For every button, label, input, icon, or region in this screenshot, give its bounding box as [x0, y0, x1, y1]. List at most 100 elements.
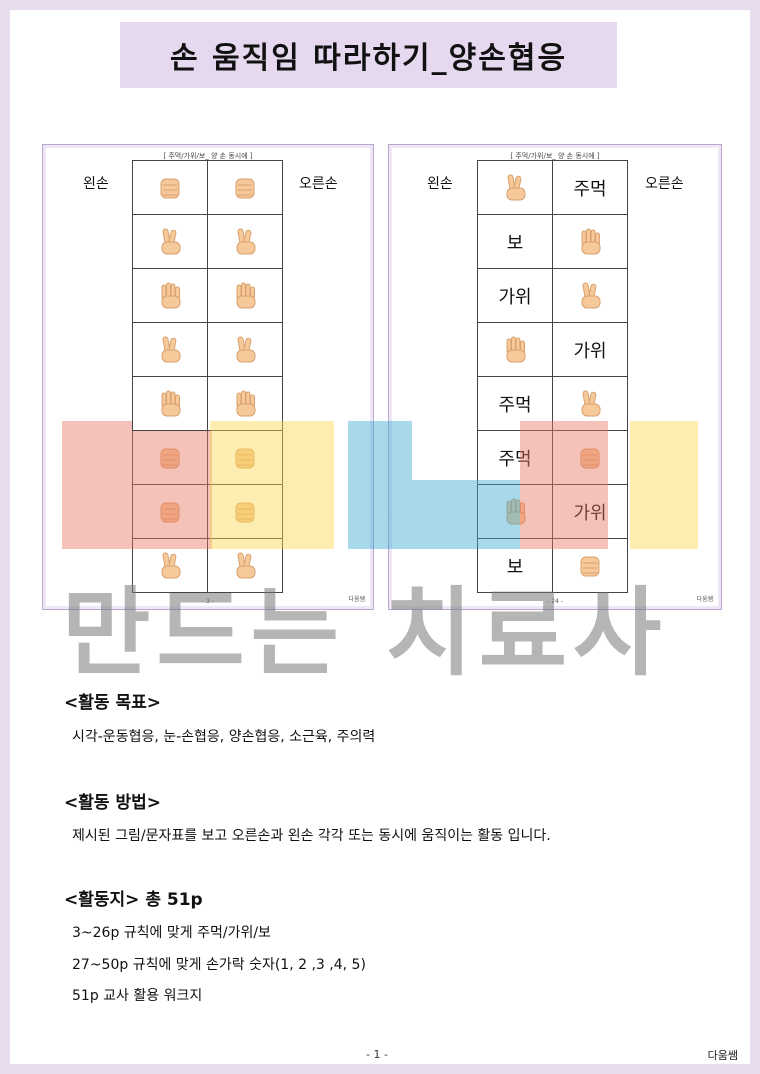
- grid-row: [132, 376, 283, 431]
- scissors-icon: [155, 227, 185, 254]
- fist-icon: [230, 501, 260, 522]
- grid-row: [132, 430, 283, 485]
- scissors-icon: [500, 173, 530, 200]
- fist-icon: [230, 177, 260, 198]
- fist-icon: [155, 447, 185, 468]
- grid-cell: 가위: [552, 322, 628, 377]
- grid-row: 주먹: [477, 160, 628, 215]
- grid-cell: 가위: [552, 484, 628, 539]
- paper-icon: [155, 390, 185, 416]
- grid-cell: [132, 268, 208, 323]
- grid-cell: [132, 322, 208, 377]
- paper-icon: [575, 228, 605, 254]
- grid-cell: [552, 430, 628, 485]
- grid-cell-text: 주먹: [498, 394, 532, 416]
- grid-cell: [477, 484, 553, 539]
- grid-cell: [132, 160, 208, 215]
- paper-icon: [230, 390, 260, 416]
- grid-row: 가위: [477, 484, 628, 539]
- scissors-icon: [155, 335, 185, 362]
- hand-grid: 주먹 보 가위 가위 주먹 주먹 가위 보: [477, 160, 628, 593]
- grid-cell: [207, 376, 283, 431]
- grid-cell: [132, 376, 208, 431]
- grid-cell: 주먹: [477, 430, 553, 485]
- fist-icon: [230, 447, 260, 468]
- grid-cell: [207, 160, 283, 215]
- grid-cell: [552, 538, 628, 593]
- grid-cell: [132, 430, 208, 485]
- method-heading: <활동 방법>: [64, 793, 161, 813]
- right-hand-label: 오른손: [645, 176, 684, 192]
- author-name: 다움쌤: [707, 1049, 738, 1062]
- goal-heading: <활동 목표>: [64, 693, 161, 713]
- sheets-line: 27~50p 규칙에 맞게 손가락 숫자(1, 2 ,3 ,4, 5): [72, 957, 366, 973]
- method-text: 제시된 그림/문자표를 보고 오른손과 왼손 각각 또는 동시에 움직이는 활동…: [72, 828, 551, 844]
- grid-cell: [207, 268, 283, 323]
- page-number: - 1 -: [366, 1048, 388, 1061]
- hand-grid: [132, 160, 283, 593]
- grid-cell: 보: [477, 538, 553, 593]
- thumbnail-author: 다움쌤: [348, 596, 365, 603]
- page-title: 손 움직임 따라하기_양손협응: [169, 41, 568, 76]
- fist-icon: [155, 177, 185, 198]
- grid-row: 주먹: [477, 430, 628, 485]
- scissors-icon: [575, 281, 605, 308]
- grid-cell: [132, 538, 208, 593]
- grid-cell-text: 가위: [573, 502, 607, 524]
- grid-cell-text: 가위: [573, 340, 607, 362]
- paper-icon: [230, 282, 260, 308]
- grid-row: [132, 484, 283, 539]
- fist-icon: [575, 447, 605, 468]
- grid-cell: [477, 160, 553, 215]
- grid-cell: 보: [477, 214, 553, 269]
- thumbnail-caption: [ 주먹/가위/보_ 양 손 동시에 ]: [163, 152, 253, 160]
- title-box: 손 움직임 따라하기_양손협응: [120, 22, 617, 88]
- grid-row: [132, 214, 283, 269]
- thumbnail-caption: [ 주먹/가위/보_ 양 손 동시에 ]: [510, 152, 600, 160]
- scissors-icon: [575, 389, 605, 416]
- grid-cell: 주먹: [552, 160, 628, 215]
- sheets-line: 3~26p 규칙에 맞게 주먹/가위/보: [72, 925, 271, 941]
- sheets-heading: <활동지> 총 51p: [64, 890, 203, 910]
- paper-icon: [500, 498, 530, 524]
- left-hand-label: 왼손: [427, 176, 453, 192]
- grid-cell: [552, 268, 628, 323]
- scissors-icon: [155, 551, 185, 578]
- document-page: 손 움직임 따라하기_양손협응 [ 주먹/가위/보_ 양 손 동시에 ] 왼손 …: [10, 10, 750, 1064]
- scissors-icon: [230, 551, 260, 578]
- grid-cell-text: 주먹: [498, 448, 532, 470]
- thumbnail-author: 다움쌤: [696, 596, 713, 603]
- grid-cell: [132, 484, 208, 539]
- grid-cell: [207, 322, 283, 377]
- grid-cell: [552, 214, 628, 269]
- left-hand-label: 왼손: [83, 176, 109, 192]
- sheets-line: 51p 교사 활용 워크지: [72, 988, 203, 1004]
- grid-cell: [552, 376, 628, 431]
- grid-cell-text: 가위: [498, 286, 532, 308]
- goal-text: 시각-운동협응, 눈-손협응, 양손협응, 소근육, 주의력: [72, 729, 376, 745]
- grid-cell: 주먹: [477, 376, 553, 431]
- grid-row: [132, 160, 283, 215]
- scissors-icon: [230, 227, 260, 254]
- grid-cell: [207, 430, 283, 485]
- grid-cell-text: 보: [506, 556, 524, 578]
- worksheet-thumbnail-left: [ 주먹/가위/보_ 양 손 동시에 ] 왼손 오른손 - 3 - 다움쌤: [42, 144, 374, 610]
- right-hand-label: 오른손: [299, 176, 338, 192]
- grid-cell: [207, 214, 283, 269]
- grid-row: 가위: [477, 322, 628, 377]
- grid-row: [132, 268, 283, 323]
- thumbnail-page-number: - 3 -: [202, 598, 214, 605]
- scissors-icon: [230, 335, 260, 362]
- grid-cell-text: 보: [506, 232, 524, 254]
- grid-cell: [207, 538, 283, 593]
- grid-cell: [132, 214, 208, 269]
- fist-icon: [575, 555, 605, 576]
- grid-row: 보: [477, 538, 628, 593]
- grid-cell: [477, 322, 553, 377]
- grid-row: 가위: [477, 268, 628, 323]
- grid-row: 보: [477, 214, 628, 269]
- grid-row: [132, 538, 283, 593]
- grid-row: 주먹: [477, 376, 628, 431]
- grid-cell: 가위: [477, 268, 553, 323]
- paper-icon: [155, 282, 185, 308]
